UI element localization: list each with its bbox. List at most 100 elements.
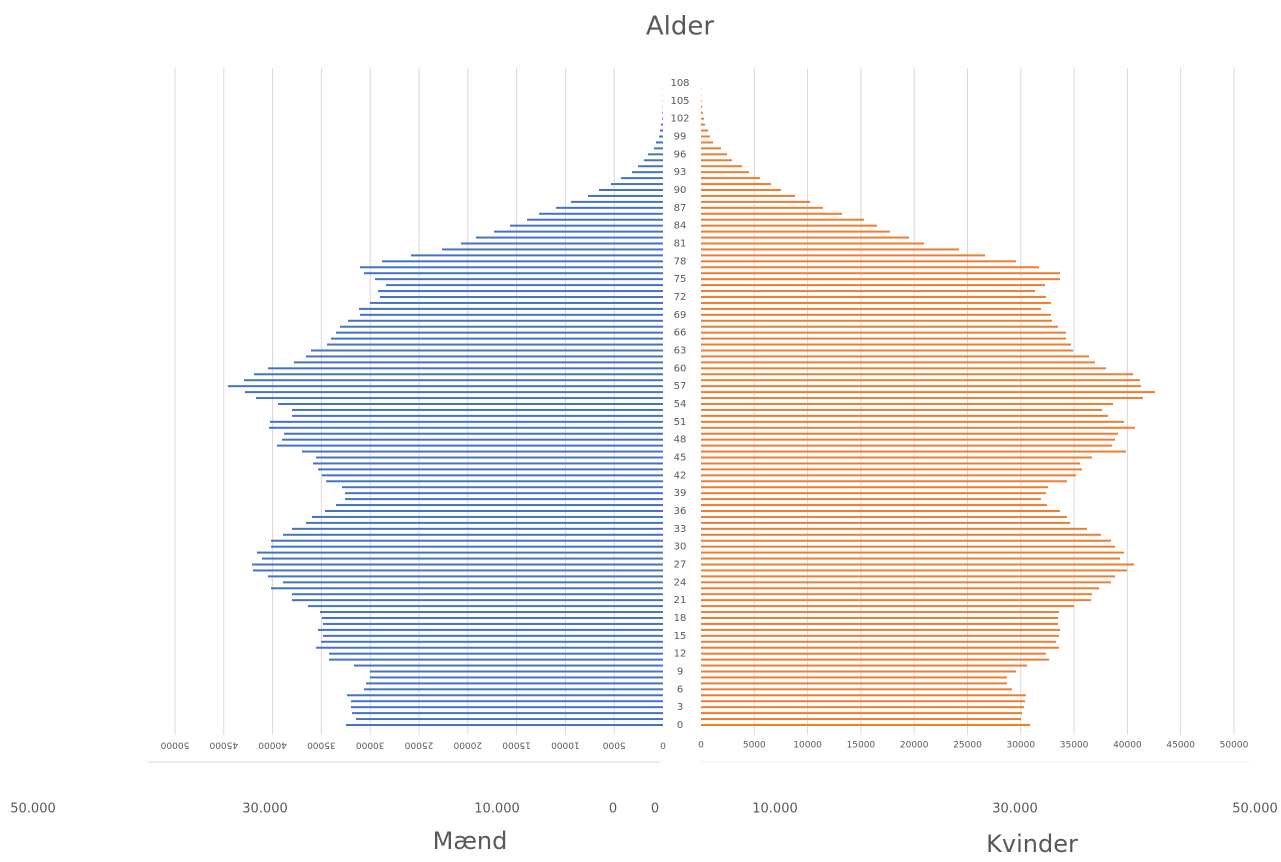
x-tick-label: 15000 [847, 741, 876, 751]
bar [638, 165, 663, 167]
bar [701, 581, 1111, 583]
bar [320, 611, 663, 613]
bar [701, 611, 1059, 613]
bar [701, 254, 985, 256]
bar [256, 397, 663, 399]
x-tick-label: 40000 [1113, 741, 1142, 751]
bar [386, 284, 663, 286]
y-tick-label: 96 [674, 149, 687, 160]
x-tick-label: 25000 [953, 741, 982, 751]
bar [375, 278, 663, 280]
bar [701, 558, 1120, 560]
y-tick-label: 63 [674, 346, 687, 357]
bar [701, 528, 1087, 530]
bar [701, 326, 1058, 328]
bar [352, 712, 663, 714]
bar [359, 308, 663, 310]
bar [701, 492, 1046, 494]
bar [701, 712, 1022, 714]
bar [701, 605, 1074, 607]
bar [644, 159, 663, 161]
bar [411, 254, 663, 256]
y-tick-label: 84 [674, 221, 687, 232]
bar [701, 201, 810, 203]
bar [318, 468, 663, 470]
x-tick-label: 5000 [602, 740, 625, 750]
y-tick-label: 69 [674, 310, 687, 321]
chart-title: Alder [646, 12, 715, 42]
x-tick-label: 20000 [900, 741, 929, 751]
bar [283, 581, 663, 583]
y-tick-label: 90 [674, 185, 687, 196]
bar [701, 653, 1046, 655]
bar [322, 617, 663, 619]
x2-tick-label: 30.000 [992, 802, 1038, 817]
bar [701, 641, 1056, 643]
bar [701, 718, 1021, 720]
bar [701, 350, 1073, 352]
bar [662, 118, 663, 120]
bar [701, 546, 1115, 548]
bar [318, 629, 663, 631]
bar [701, 468, 1082, 470]
bar [336, 332, 663, 334]
bar [701, 124, 705, 126]
bar [621, 177, 663, 179]
bar [701, 237, 909, 239]
bar [701, 587, 1099, 589]
x-tick-label: 30000 [356, 740, 385, 750]
bar [292, 409, 663, 411]
bar [322, 474, 663, 476]
bar [292, 593, 663, 595]
bar [360, 266, 663, 268]
bar [306, 522, 663, 524]
bar [701, 421, 1124, 423]
bar [701, 332, 1066, 334]
bar [326, 480, 663, 482]
bar [356, 718, 663, 720]
x2-tick-label: 10.000 [474, 802, 520, 817]
bar [701, 445, 1112, 447]
bar [701, 106, 702, 108]
bar [701, 415, 1108, 417]
bar [347, 694, 663, 696]
bar [370, 302, 663, 304]
bar [701, 243, 924, 245]
x-tick-label: 10000 [551, 740, 580, 750]
bar [360, 314, 663, 316]
bar [701, 177, 760, 179]
bar [252, 564, 663, 566]
bar [701, 682, 1007, 684]
bar [701, 338, 1066, 340]
bar [370, 676, 663, 678]
bar [313, 462, 663, 464]
bar [701, 290, 1035, 292]
bar [364, 688, 663, 690]
bar [340, 326, 663, 328]
bar [364, 272, 663, 274]
bar [659, 136, 663, 138]
bar [269, 427, 663, 429]
bar [271, 540, 663, 542]
bar [701, 314, 1051, 316]
bar [701, 688, 1012, 690]
bar [648, 153, 663, 155]
bar [701, 379, 1140, 381]
y-tick-label: 108 [670, 78, 689, 89]
y-tick-label: 39 [674, 488, 687, 499]
y-tick-label: 6 [677, 684, 683, 695]
y-tick-label: 102 [670, 114, 689, 125]
bar [278, 403, 663, 405]
bar [292, 415, 663, 417]
bar [701, 724, 1030, 726]
bar [442, 248, 663, 250]
bar [660, 130, 663, 132]
x-tick-label: 45000 [1166, 741, 1195, 751]
bar [312, 516, 663, 518]
y-tick-label: 54 [674, 399, 687, 410]
bar [701, 665, 1027, 667]
bar [701, 462, 1080, 464]
bar [271, 587, 663, 589]
x2-tick-label: 0 [651, 802, 659, 817]
